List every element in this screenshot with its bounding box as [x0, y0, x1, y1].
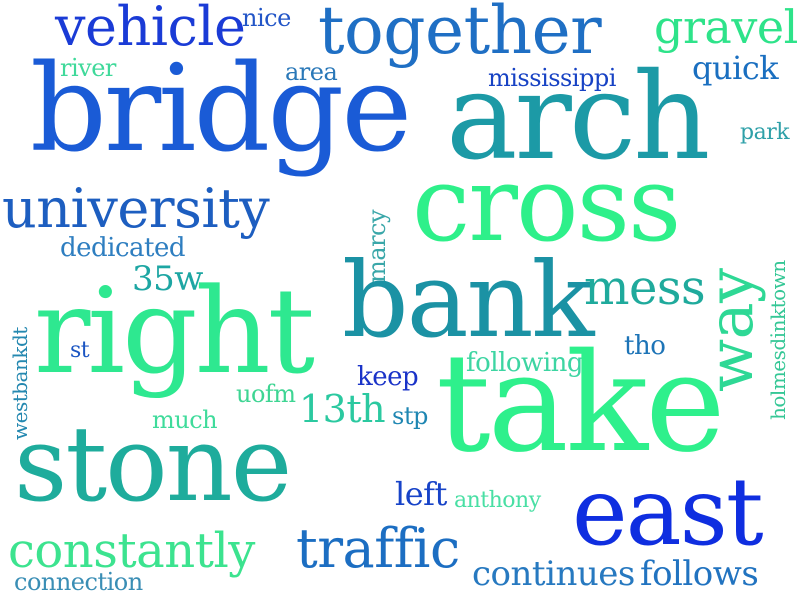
- word-quick: quick: [692, 49, 779, 87]
- word-follows: follows: [640, 554, 759, 594]
- word-stp: stp: [392, 402, 428, 430]
- word-bank: bank: [342, 239, 595, 361]
- word-arch: arch: [446, 48, 710, 187]
- word-holmesdinktown: holmesdinktown: [766, 260, 790, 420]
- word-mess: mess: [584, 260, 706, 316]
- word-east: east: [572, 458, 764, 567]
- word-connection: connection: [14, 568, 143, 596]
- word-much: much: [152, 406, 218, 434]
- word-university: university: [2, 177, 270, 240]
- word-uofm: uofm: [236, 380, 296, 408]
- word-take: take: [436, 325, 726, 483]
- word-keep: keep: [357, 362, 419, 392]
- word-stone: stone: [14, 403, 292, 525]
- word-gravel: gravel: [654, 0, 798, 54]
- word-constantly: constantly: [8, 523, 255, 579]
- word-st: st: [70, 338, 90, 363]
- word-tho: tho: [624, 331, 666, 361]
- word-13th: 13th: [299, 387, 386, 431]
- word-right: right: [34, 262, 315, 400]
- word-nice: nice: [242, 4, 291, 32]
- word-continues: continues: [472, 554, 635, 594]
- word-traffic: traffic: [296, 517, 460, 580]
- word-following: following: [466, 348, 584, 378]
- word-dedicated: dedicated: [60, 233, 186, 263]
- word-bridge: bridge: [30, 40, 412, 179]
- word-river: river: [60, 54, 116, 82]
- word-park: park: [740, 120, 790, 145]
- word-anthony: anthony: [454, 488, 541, 513]
- word-area: area: [285, 58, 338, 86]
- word-together: together: [318, 0, 602, 69]
- word-cross: cross: [412, 143, 681, 265]
- word-mississippi: mississippi: [488, 64, 616, 92]
- word-vehicle: vehicle: [55, 0, 246, 58]
- word-35w: 35w: [132, 259, 203, 299]
- word-left: left: [395, 475, 447, 513]
